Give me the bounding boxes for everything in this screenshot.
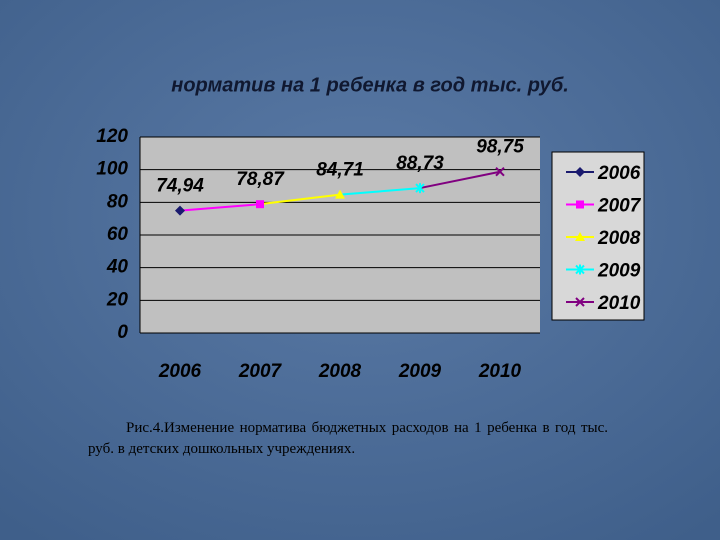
marker <box>415 183 425 194</box>
marker <box>575 232 585 241</box>
marker <box>175 205 185 216</box>
line-segment <box>179 203 261 212</box>
y-tick-label: 0 <box>117 322 128 343</box>
legend-label: 2006 <box>597 163 641 184</box>
marker <box>575 297 585 307</box>
y-tick-label: 20 <box>106 289 129 310</box>
data-label: 84,71 <box>316 160 364 181</box>
x-tick-label: 2010 <box>478 361 522 382</box>
x-tick-label: 2008 <box>318 361 362 382</box>
y-tick-label: 80 <box>107 191 129 212</box>
marker <box>495 167 505 177</box>
y-tick-label: 60 <box>107 224 129 245</box>
marker <box>576 200 584 209</box>
legend-label: 2008 <box>597 228 641 249</box>
x-tick-label: 2006 <box>158 361 202 382</box>
caption: Рис.4.Изменение норматива бюджетных расх… <box>88 420 608 457</box>
marker <box>575 167 585 177</box>
legend-box <box>551 151 645 321</box>
legend-label: 2010 <box>597 293 641 314</box>
line-segment <box>339 187 421 196</box>
chart-title: норматив на 1 ребенка в год тыс. руб. <box>171 74 569 96</box>
data-label: 88,73 <box>396 153 444 174</box>
y-tick-label: 40 <box>106 257 129 278</box>
marker <box>335 189 345 199</box>
marker <box>575 264 585 275</box>
y-tick-label: 120 <box>96 126 128 147</box>
legend-label: 2009 <box>597 261 641 282</box>
data-label: 98,75 <box>476 137 524 158</box>
y-tick-label: 100 <box>96 159 128 180</box>
line-segment <box>419 170 501 190</box>
x-tick-label: 2007 <box>238 361 283 382</box>
x-tick-label: 2009 <box>398 361 442 382</box>
legend-label: 2007 <box>597 196 642 217</box>
data-label: 78,87 <box>236 169 285 190</box>
line-segment <box>259 193 341 206</box>
marker <box>256 200 264 209</box>
data-label: 74,94 <box>156 176 204 197</box>
